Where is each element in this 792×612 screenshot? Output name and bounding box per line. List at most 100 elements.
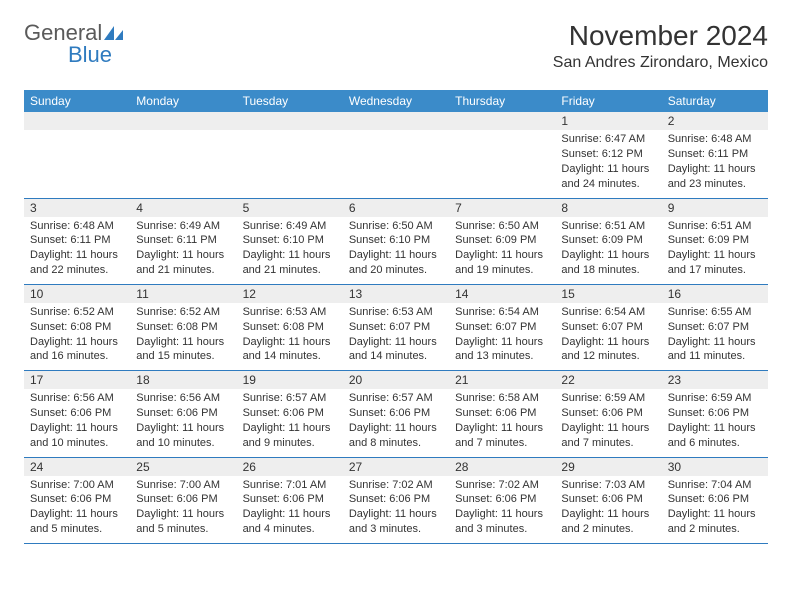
calendar-week: 17Sunrise: 6:56 AMSunset: 6:06 PMDayligh… <box>24 371 768 457</box>
calendar-header-row: SundayMondayTuesdayWednesdayThursdayFrid… <box>24 90 768 112</box>
daylight-text: Daylight: 11 hours and 6 minutes. <box>668 421 762 451</box>
calendar-cell: 5Sunrise: 6:49 AMSunset: 6:10 PMDaylight… <box>237 198 343 284</box>
sunset-text: Sunset: 6:06 PM <box>561 406 655 421</box>
day-details: Sunrise: 6:53 AMSunset: 6:07 PMDaylight:… <box>343 303 449 370</box>
sunrise-text: Sunrise: 6:52 AM <box>136 305 230 320</box>
day-number: 4 <box>130 199 236 217</box>
sunrise-text: Sunrise: 7:00 AM <box>136 478 230 493</box>
day-header: Thursday <box>449 90 555 112</box>
sunset-text: Sunset: 6:07 PM <box>668 320 762 335</box>
header: GeneralBlue November 2024 San Andres Zir… <box>24 20 768 72</box>
day-details: Sunrise: 6:56 AMSunset: 6:06 PMDaylight:… <box>130 389 236 456</box>
calendar-cell: 18Sunrise: 6:56 AMSunset: 6:06 PMDayligh… <box>130 371 236 457</box>
sunset-text: Sunset: 6:06 PM <box>30 406 124 421</box>
day-details: Sunrise: 6:49 AMSunset: 6:10 PMDaylight:… <box>237 217 343 284</box>
calendar-cell: 22Sunrise: 6:59 AMSunset: 6:06 PMDayligh… <box>555 371 661 457</box>
daylight-text: Daylight: 11 hours and 13 minutes. <box>455 335 549 365</box>
sunset-text: Sunset: 6:10 PM <box>243 233 337 248</box>
calendar-body: 1Sunrise: 6:47 AMSunset: 6:12 PMDaylight… <box>24 112 768 544</box>
calendar-cell <box>343 112 449 198</box>
calendar-cell: 26Sunrise: 7:01 AMSunset: 6:06 PMDayligh… <box>237 457 343 543</box>
day-header: Monday <box>130 90 236 112</box>
day-details: Sunrise: 6:57 AMSunset: 6:06 PMDaylight:… <box>343 389 449 456</box>
day-details: Sunrise: 7:00 AMSunset: 6:06 PMDaylight:… <box>24 476 130 543</box>
day-details: Sunrise: 7:01 AMSunset: 6:06 PMDaylight:… <box>237 476 343 543</box>
calendar-cell: 7Sunrise: 6:50 AMSunset: 6:09 PMDaylight… <box>449 198 555 284</box>
day-details: Sunrise: 7:02 AMSunset: 6:06 PMDaylight:… <box>449 476 555 543</box>
day-details: Sunrise: 6:51 AMSunset: 6:09 PMDaylight:… <box>555 217 661 284</box>
day-number: 19 <box>237 371 343 389</box>
sunset-text: Sunset: 6:07 PM <box>349 320 443 335</box>
day-details: Sunrise: 6:54 AMSunset: 6:07 PMDaylight:… <box>555 303 661 370</box>
sunrise-text: Sunrise: 6:59 AM <box>668 391 762 406</box>
calendar-week: 24Sunrise: 7:00 AMSunset: 6:06 PMDayligh… <box>24 457 768 543</box>
day-details: Sunrise: 6:50 AMSunset: 6:10 PMDaylight:… <box>343 217 449 284</box>
sunrise-text: Sunrise: 6:56 AM <box>30 391 124 406</box>
day-details: Sunrise: 6:49 AMSunset: 6:11 PMDaylight:… <box>130 217 236 284</box>
page-subtitle: San Andres Zirondaro, Mexico <box>553 54 768 72</box>
day-number: 12 <box>237 285 343 303</box>
calendar-cell: 20Sunrise: 6:57 AMSunset: 6:06 PMDayligh… <box>343 371 449 457</box>
sunrise-text: Sunrise: 6:53 AM <box>243 305 337 320</box>
daylight-text: Daylight: 11 hours and 11 minutes. <box>668 335 762 365</box>
daylight-text: Daylight: 11 hours and 14 minutes. <box>349 335 443 365</box>
sunrise-text: Sunrise: 6:51 AM <box>668 219 762 234</box>
sunrise-text: Sunrise: 6:59 AM <box>561 391 655 406</box>
sunrise-text: Sunrise: 7:01 AM <box>243 478 337 493</box>
sunrise-text: Sunrise: 6:48 AM <box>668 132 762 147</box>
calendar-cell: 8Sunrise: 6:51 AMSunset: 6:09 PMDaylight… <box>555 198 661 284</box>
day-number: 17 <box>24 371 130 389</box>
day-number: 9 <box>662 199 768 217</box>
day-number: 5 <box>237 199 343 217</box>
sunset-text: Sunset: 6:07 PM <box>455 320 549 335</box>
day-details: Sunrise: 6:59 AMSunset: 6:06 PMDaylight:… <box>555 389 661 456</box>
day-details: Sunrise: 6:47 AMSunset: 6:12 PMDaylight:… <box>555 130 661 197</box>
daylight-text: Daylight: 11 hours and 12 minutes. <box>561 335 655 365</box>
brand-logo: GeneralBlue <box>24 20 126 68</box>
sunrise-text: Sunrise: 6:54 AM <box>561 305 655 320</box>
sunrise-text: Sunrise: 7:02 AM <box>455 478 549 493</box>
day-number: 28 <box>449 458 555 476</box>
day-number: 25 <box>130 458 236 476</box>
day-header: Tuesday <box>237 90 343 112</box>
calendar-cell: 14Sunrise: 6:54 AMSunset: 6:07 PMDayligh… <box>449 284 555 370</box>
sunset-text: Sunset: 6:09 PM <box>455 233 549 248</box>
day-number: 1 <box>555 112 661 130</box>
calendar-cell: 3Sunrise: 6:48 AMSunset: 6:11 PMDaylight… <box>24 198 130 284</box>
calendar-cell: 4Sunrise: 6:49 AMSunset: 6:11 PMDaylight… <box>130 198 236 284</box>
day-number: 26 <box>237 458 343 476</box>
day-details: Sunrise: 6:48 AMSunset: 6:11 PMDaylight:… <box>662 130 768 197</box>
calendar-cell: 2Sunrise: 6:48 AMSunset: 6:11 PMDaylight… <box>662 112 768 198</box>
sunset-text: Sunset: 6:12 PM <box>561 147 655 162</box>
sunset-text: Sunset: 6:06 PM <box>136 492 230 507</box>
calendar-week: 10Sunrise: 6:52 AMSunset: 6:08 PMDayligh… <box>24 284 768 370</box>
day-number-empty <box>130 112 236 130</box>
day-number: 23 <box>662 371 768 389</box>
daylight-text: Daylight: 11 hours and 4 minutes. <box>243 507 337 537</box>
calendar-cell: 17Sunrise: 6:56 AMSunset: 6:06 PMDayligh… <box>24 371 130 457</box>
sunrise-text: Sunrise: 6:53 AM <box>349 305 443 320</box>
daylight-text: Daylight: 11 hours and 14 minutes. <box>243 335 337 365</box>
daylight-text: Daylight: 11 hours and 16 minutes. <box>30 335 124 365</box>
daylight-text: Daylight: 11 hours and 7 minutes. <box>561 421 655 451</box>
sunset-text: Sunset: 6:06 PM <box>243 406 337 421</box>
sunset-text: Sunset: 6:11 PM <box>668 147 762 162</box>
calendar-cell <box>24 112 130 198</box>
day-details: Sunrise: 6:52 AMSunset: 6:08 PMDaylight:… <box>24 303 130 370</box>
day-number-empty <box>24 112 130 130</box>
sunset-text: Sunset: 6:10 PM <box>349 233 443 248</box>
sunset-text: Sunset: 6:06 PM <box>30 492 124 507</box>
daylight-text: Daylight: 11 hours and 5 minutes. <box>30 507 124 537</box>
day-details: Sunrise: 6:52 AMSunset: 6:08 PMDaylight:… <box>130 303 236 370</box>
sunrise-text: Sunrise: 6:50 AM <box>455 219 549 234</box>
calendar-cell <box>449 112 555 198</box>
calendar-cell: 11Sunrise: 6:52 AMSunset: 6:08 PMDayligh… <box>130 284 236 370</box>
sunrise-text: Sunrise: 7:04 AM <box>668 478 762 493</box>
day-number: 2 <box>662 112 768 130</box>
sunset-text: Sunset: 6:06 PM <box>243 492 337 507</box>
daylight-text: Daylight: 11 hours and 2 minutes. <box>668 507 762 537</box>
sunset-text: Sunset: 6:06 PM <box>561 492 655 507</box>
sunrise-text: Sunrise: 7:03 AM <box>561 478 655 493</box>
sunset-text: Sunset: 6:06 PM <box>455 492 549 507</box>
sunrise-text: Sunrise: 6:57 AM <box>243 391 337 406</box>
